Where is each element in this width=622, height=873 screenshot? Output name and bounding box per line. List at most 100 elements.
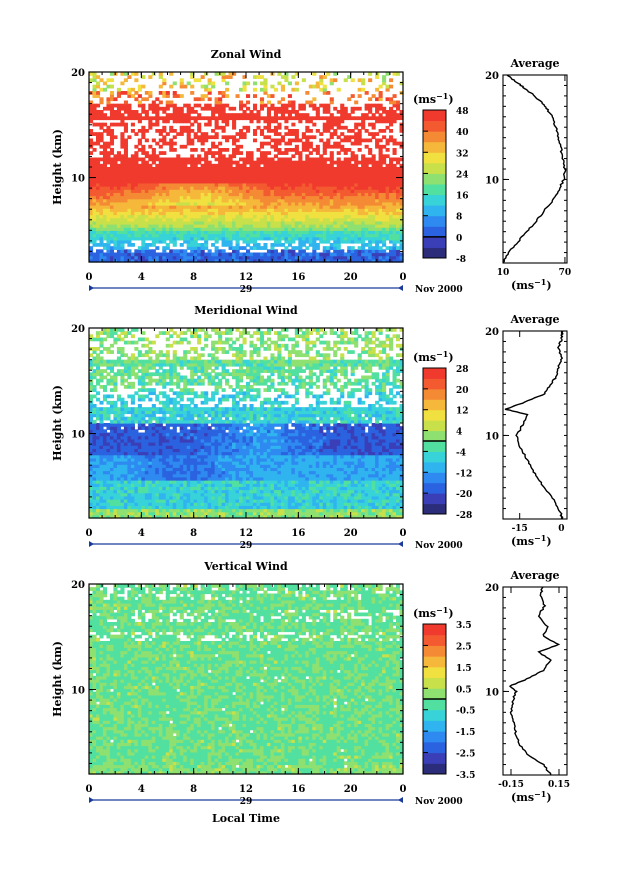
heatmap-cell [228,75,233,79]
heatmap-cell [354,205,359,209]
heatmap-cell [109,167,115,171]
heatmap-cell [116,230,121,235]
heatmap-cell [204,205,209,209]
heatmap-cell [361,189,366,193]
heatmap-cell [389,246,394,250]
heatmap-cell [354,160,359,165]
heatmap-cell [277,239,282,244]
heatmap-cell [315,160,320,165]
heatmap-cell [99,230,104,235]
heatmap-cell [179,192,184,197]
heatmap-cell [382,167,387,171]
heatmap-cell [284,239,289,244]
heatmap-cell [308,258,313,263]
heatmap-cell [347,233,352,238]
heatmap-cell [301,227,306,231]
heatmap-cell [280,179,285,184]
heatmap-cell [221,189,226,193]
heatmap-cell [89,211,94,216]
heatmap-cell [354,224,359,228]
heatmap-cell [158,75,163,79]
heatmap-cell [399,116,404,121]
heatmap-cell [130,217,135,222]
heatmap-cell [239,167,244,171]
heatmap-cell [109,116,115,121]
heatmap-cell [120,195,125,200]
heatmap-cell [287,163,292,168]
heatmap-cell [190,205,195,209]
heatmap-cell [190,148,195,152]
heatmap-cell [218,208,223,212]
heatmap-cell [319,205,324,209]
heatmap-cell [158,167,163,171]
heatmap-cell [284,217,289,222]
heatmap-cell [246,182,251,187]
heatmap-cell [259,170,265,174]
heatmap-cell [266,189,272,193]
heatmap-cell [113,110,118,114]
heatmap-cell [375,173,380,178]
heatmap-cell [200,249,205,254]
heatmap-cell [172,233,177,238]
heatmap-cell [183,157,188,162]
heatmap-cell [113,186,118,190]
heatmap-cell [183,230,188,235]
heatmap-cell [190,243,195,247]
heatmap-cell [165,217,170,222]
heatmap-cell [190,230,195,235]
heatmap-cell [214,195,219,200]
heatmap-cell [102,214,108,219]
heatmap-cell [141,192,146,197]
heatmap-cell [371,511,376,516]
heatmap-cell [120,135,125,140]
heatmap-cell [249,239,254,244]
heatmap-cell [207,151,212,155]
heatmap-cell [361,239,366,244]
heatmap-cell [333,72,338,76]
heatmap-cell [204,103,209,108]
heatmap-cell [214,173,219,178]
heatmap-cell [123,100,128,105]
heatmap-cell [340,224,345,228]
heatmap-cell [389,179,394,184]
colorbar-swatch [423,152,446,164]
heatmap-cell [246,154,251,159]
heatmap-cell [273,227,278,231]
heatmap-cell [266,236,272,241]
heatmap-cell [312,97,317,102]
heatmap-cell [239,87,244,92]
heatmap-cell [169,224,174,228]
heatmap-cell [232,189,237,193]
heatmap-cell [179,176,184,181]
heatmap-cell [266,201,272,206]
heatmap-cell [312,179,317,184]
heatmap-cell [294,179,299,184]
heatmap-cell [92,508,97,513]
heatmap-cell [137,224,142,228]
heatmap-cell [228,186,233,190]
heatmap-cell [357,230,362,235]
heatmap-cell [176,167,181,171]
heatmap-cell [256,163,261,168]
heatmap-cell [141,227,146,231]
heatmap-cell [305,176,310,181]
heatmap-cell [326,182,331,187]
heatmap-cell [165,243,170,247]
heatmap-cell [200,514,205,519]
heatmap-cell [193,192,198,197]
heatmap-cell [312,236,317,241]
heatmap-cell [256,125,261,130]
heatmap-cell [242,170,247,174]
heatmap-cell [284,230,289,235]
heatmap-cell [193,514,198,519]
heatmap-cell [186,135,191,140]
heatmap-cell [263,135,268,140]
heatmap-cell [392,201,397,206]
heatmap-cell [291,217,296,222]
heatmap-cell [326,217,331,222]
heatmap-cell [158,179,163,184]
heatmap-cell [141,211,146,216]
heatmap-cell [144,227,149,231]
heatmap-cell [162,173,167,178]
heatmap-cell [148,103,153,108]
